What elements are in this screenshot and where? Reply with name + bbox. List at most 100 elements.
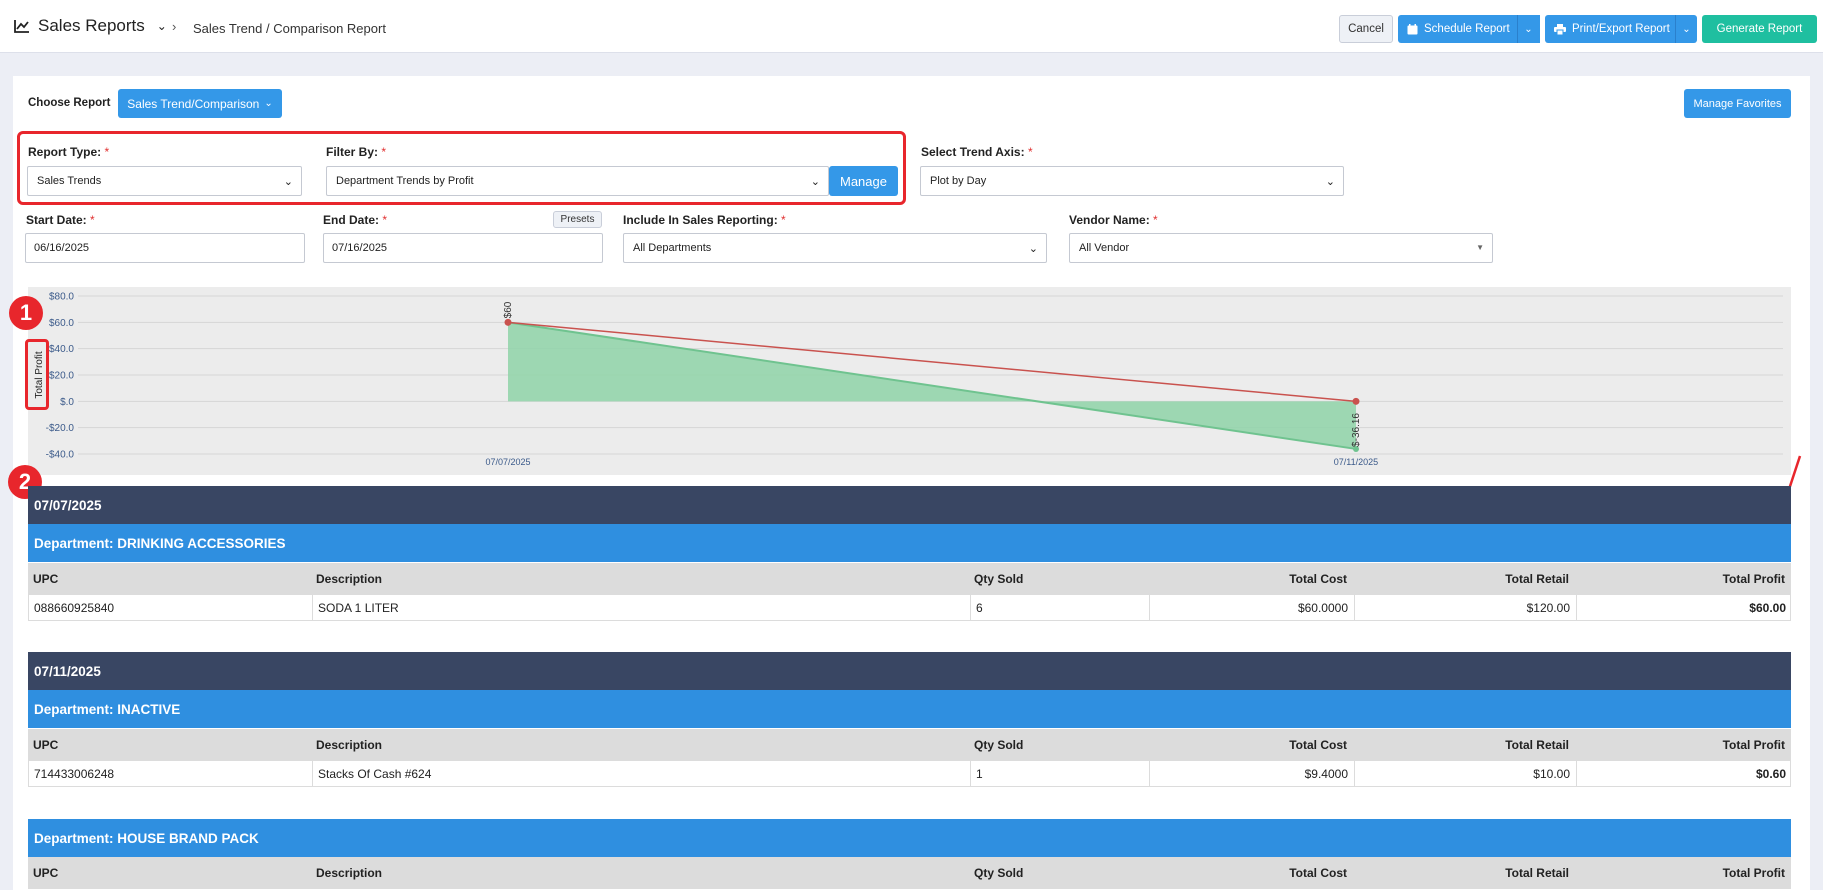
cell-total-cost: $9.4000 bbox=[1149, 761, 1354, 786]
trend-axis-select[interactable]: Plot by Day ⌄ bbox=[920, 166, 1344, 196]
end-date-label-text: End Date: bbox=[323, 213, 380, 227]
y-axis-title: Total Profit bbox=[34, 351, 45, 398]
y-tick-label: $80.0 bbox=[49, 292, 74, 303]
chart-svg: $80.0 $60.0 $40.0 $20.0 $.0 -$20.0 -$40.0 Total… bbox=[34, 292, 1783, 467]
date-group-header: 07/07/2025 bbox=[28, 486, 1791, 524]
trend-axis-value: Plot by Day bbox=[930, 175, 987, 187]
cell-upc: 714433006248 bbox=[34, 766, 115, 781]
chevron-down-icon: ⌄ bbox=[283, 176, 293, 188]
required-mark: * bbox=[382, 213, 388, 227]
schedule-report-dropdown[interactable]: ⌄ bbox=[1517, 15, 1539, 43]
page-title[interactable]: Sales Reports ⌄ bbox=[14, 16, 167, 36]
cancel-button[interactable]: Cancel bbox=[1339, 15, 1393, 43]
start-date-label: Start Date: * bbox=[26, 213, 95, 227]
col-upc: UPC bbox=[33, 572, 59, 586]
required-mark: * bbox=[104, 145, 110, 159]
table-header: UPC Description Qty Sold Total Cost Tota… bbox=[28, 563, 1791, 595]
col-qty-sold: Qty Sold bbox=[974, 738, 1024, 752]
end-date-input[interactable]: 07/16/2025 bbox=[323, 233, 603, 263]
start-date-label-text: Start Date: bbox=[26, 213, 87, 227]
caret-down-icon: ▼ bbox=[1476, 243, 1484, 252]
y-tick-label: $.0 bbox=[60, 397, 74, 408]
report-type-label-text: Report Type: bbox=[28, 145, 102, 159]
print-export-dropdown[interactable]: ⌄ bbox=[1675, 15, 1697, 43]
required-mark: * bbox=[781, 213, 786, 227]
department-header: Department: INACTIVE bbox=[28, 690, 1791, 728]
y-tick-label: -$20.0 bbox=[46, 423, 75, 434]
x-tick-label: 07/11/2025 bbox=[1334, 457, 1378, 467]
col-upc: UPC bbox=[33, 866, 59, 880]
schedule-report-label: Schedule Report bbox=[1424, 23, 1510, 35]
y-tick-label: -$40.0 bbox=[46, 450, 75, 461]
col-total-cost: Total Cost bbox=[1289, 572, 1347, 586]
line-point bbox=[1352, 397, 1360, 405]
end-date-label: End Date: * bbox=[323, 213, 387, 227]
col-total-retail: Total Retail bbox=[1505, 866, 1569, 880]
department-header: Department: HOUSE BRAND PACK bbox=[28, 819, 1791, 857]
line-series bbox=[507, 321, 1357, 403]
cell-upc: 088660925840 bbox=[34, 600, 115, 615]
vendor-name-value: All Vendor bbox=[1079, 242, 1130, 254]
report-type-label: Report Type: * bbox=[28, 145, 109, 159]
presets-button[interactable]: Presets bbox=[553, 211, 602, 228]
report-type-select[interactable]: Sales Trends ⌄ bbox=[27, 166, 302, 196]
col-description: Description bbox=[316, 572, 383, 586]
col-qty-sold: Qty Sold bbox=[974, 572, 1024, 586]
print-export-button[interactable]: Print/Export Report bbox=[1545, 15, 1683, 43]
table-row[interactable]: 088660925840 SODA 1 LITER 6 $60.0000 $12… bbox=[28, 594, 1791, 621]
line-chart-icon bbox=[14, 20, 29, 33]
col-description: Description bbox=[316, 866, 383, 880]
start-date-input[interactable]: 06/16/2025 bbox=[25, 233, 305, 263]
col-total-profit: Total Profit bbox=[1722, 866, 1785, 880]
col-total-retail: Total Retail bbox=[1505, 738, 1569, 752]
chevron-right-icon: › bbox=[172, 19, 177, 34]
manage-button[interactable]: Manage bbox=[829, 166, 898, 196]
y-tick-label: $40.0 bbox=[49, 344, 74, 355]
generate-report-button[interactable]: Generate Report bbox=[1702, 15, 1817, 43]
y-tick-label: $60.0 bbox=[49, 318, 74, 329]
cell-total-retail: $10.00 bbox=[1354, 761, 1576, 786]
vendor-name-label: Vendor Name: * bbox=[1069, 213, 1158, 227]
col-total-profit: Total Profit bbox=[1722, 572, 1785, 586]
chevron-down-icon: ⌄ bbox=[1325, 176, 1335, 188]
trend-axis-label: Select Trend Axis: * bbox=[921, 145, 1033, 159]
callout-1: 1 bbox=[9, 296, 43, 330]
filter-by-select[interactable]: Department Trends by Profit ⌄ bbox=[326, 166, 829, 196]
cell-qty-sold: 6 bbox=[970, 595, 1149, 620]
include-sales-label: Include In Sales Reporting: * bbox=[623, 213, 786, 227]
date-group-header: 07/11/2025 bbox=[28, 652, 1791, 690]
trend-axis-label-text: Select Trend Axis: bbox=[921, 145, 1025, 159]
profit-trend-chart: $80.0 $60.0 $40.0 $20.0 $.0 -$20.0 -$40.0 Total… bbox=[28, 287, 1791, 475]
include-sales-select[interactable]: All Departments ⌄ bbox=[623, 233, 1047, 263]
required-mark: * bbox=[381, 145, 387, 159]
axis-highlight-box bbox=[25, 339, 49, 410]
col-qty-sold: Qty Sold bbox=[974, 866, 1024, 880]
vendor-name-label-text: Vendor Name: bbox=[1069, 213, 1150, 227]
data-label: $-36.16 bbox=[1351, 413, 1362, 447]
filter-by-label-text: Filter By: bbox=[326, 145, 379, 159]
col-total-cost: Total Cost bbox=[1289, 866, 1347, 880]
chevron-down-icon: ⌄ bbox=[810, 176, 820, 188]
col-total-cost: Total Cost bbox=[1289, 738, 1347, 752]
vendor-name-select[interactable]: All Vendor ▼ bbox=[1069, 233, 1493, 263]
cell-total-profit: $60.00 bbox=[1576, 595, 1792, 620]
schedule-report-button[interactable]: Schedule Report bbox=[1398, 15, 1540, 43]
highlight-box bbox=[17, 131, 906, 205]
area-point bbox=[1353, 445, 1359, 452]
manage-favorites-button[interactable]: Manage Favorites bbox=[1684, 89, 1791, 118]
cell-total-profit: $0.60 bbox=[1576, 761, 1792, 786]
include-sales-label-text: Include In Sales Reporting: bbox=[623, 213, 778, 227]
choose-report-dropdown[interactable]: Sales Trend/Comparison ⌄ bbox=[118, 89, 282, 118]
chevron-down-icon: ⌄ bbox=[264, 98, 273, 109]
chevron-down-icon: ⌄ bbox=[156, 19, 167, 33]
col-description: Description bbox=[316, 738, 383, 752]
include-sales-value: All Departments bbox=[633, 242, 712, 254]
area-series-line bbox=[507, 321, 1357, 450]
cell-total-retail: $120.00 bbox=[1354, 595, 1576, 620]
table-row[interactable]: 714433006248 Stacks Of Cash #624 1 $9.40… bbox=[28, 760, 1791, 787]
filter-by-label: Filter By: * bbox=[326, 145, 386, 159]
printer-icon bbox=[1554, 23, 1566, 35]
col-upc: UPC bbox=[33, 738, 59, 752]
required-mark: * bbox=[1027, 145, 1033, 159]
table-header: UPC Description Qty Sold Total Cost Tota… bbox=[28, 729, 1791, 761]
